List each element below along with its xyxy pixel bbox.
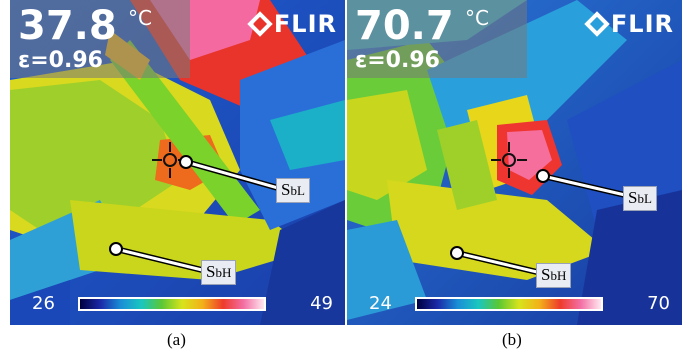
flir-logo: FLIR (247, 10, 337, 38)
label-sbl-main: S (628, 188, 638, 207)
color-scale-bar (78, 297, 266, 311)
thermal-image-b: 70.7 °C ε=0.96 FLIR 24 70 SbL SbH (347, 0, 682, 325)
scale-max-value: 49 (310, 293, 333, 314)
scale-min-value: 26 (32, 293, 55, 314)
label-sbl-sub: bL (290, 183, 305, 198)
flir-logo: FLIR (584, 10, 674, 38)
caption-b: (b) (502, 330, 522, 349)
label-sbh: SbH (201, 260, 237, 285)
temperature-readout: 37.8 (18, 3, 117, 49)
color-scale-bar (415, 297, 603, 311)
temperature-unit: °C (465, 6, 489, 30)
temperature-unit: °C (128, 6, 152, 30)
label-sbh-sub: bH (550, 268, 567, 283)
emissivity-readout: ε=0.96 (355, 48, 440, 73)
flir-logo-text: FLIR (273, 10, 337, 38)
label-sbl-main: S (281, 180, 291, 199)
temperature-overlay (10, 0, 190, 78)
flir-logo-text: FLIR (610, 10, 674, 38)
label-sbh-sub: bH (215, 265, 232, 280)
label-sbl: SbL (276, 178, 310, 203)
caption-a: (a) (167, 330, 186, 349)
label-sbh-main: S (541, 265, 551, 284)
scale-max-value: 70 (647, 293, 670, 314)
label-sbl-sub: bL (637, 191, 652, 206)
emissivity-readout: ε=0.96 (18, 48, 103, 73)
label-sbh: SbH (536, 263, 572, 288)
label-sbl: SbL (623, 186, 657, 211)
flir-diamond-icon (247, 11, 273, 37)
temperature-readout: 70.7 (355, 3, 454, 49)
temperature-overlay (347, 0, 527, 78)
scale-min-value: 24 (369, 293, 392, 314)
thermal-image-a: 37.8 °C ε=0.96 FLIR 26 49 SbL SbH (10, 0, 345, 325)
flir-diamond-icon (584, 11, 610, 37)
label-sbh-main: S (206, 262, 216, 281)
